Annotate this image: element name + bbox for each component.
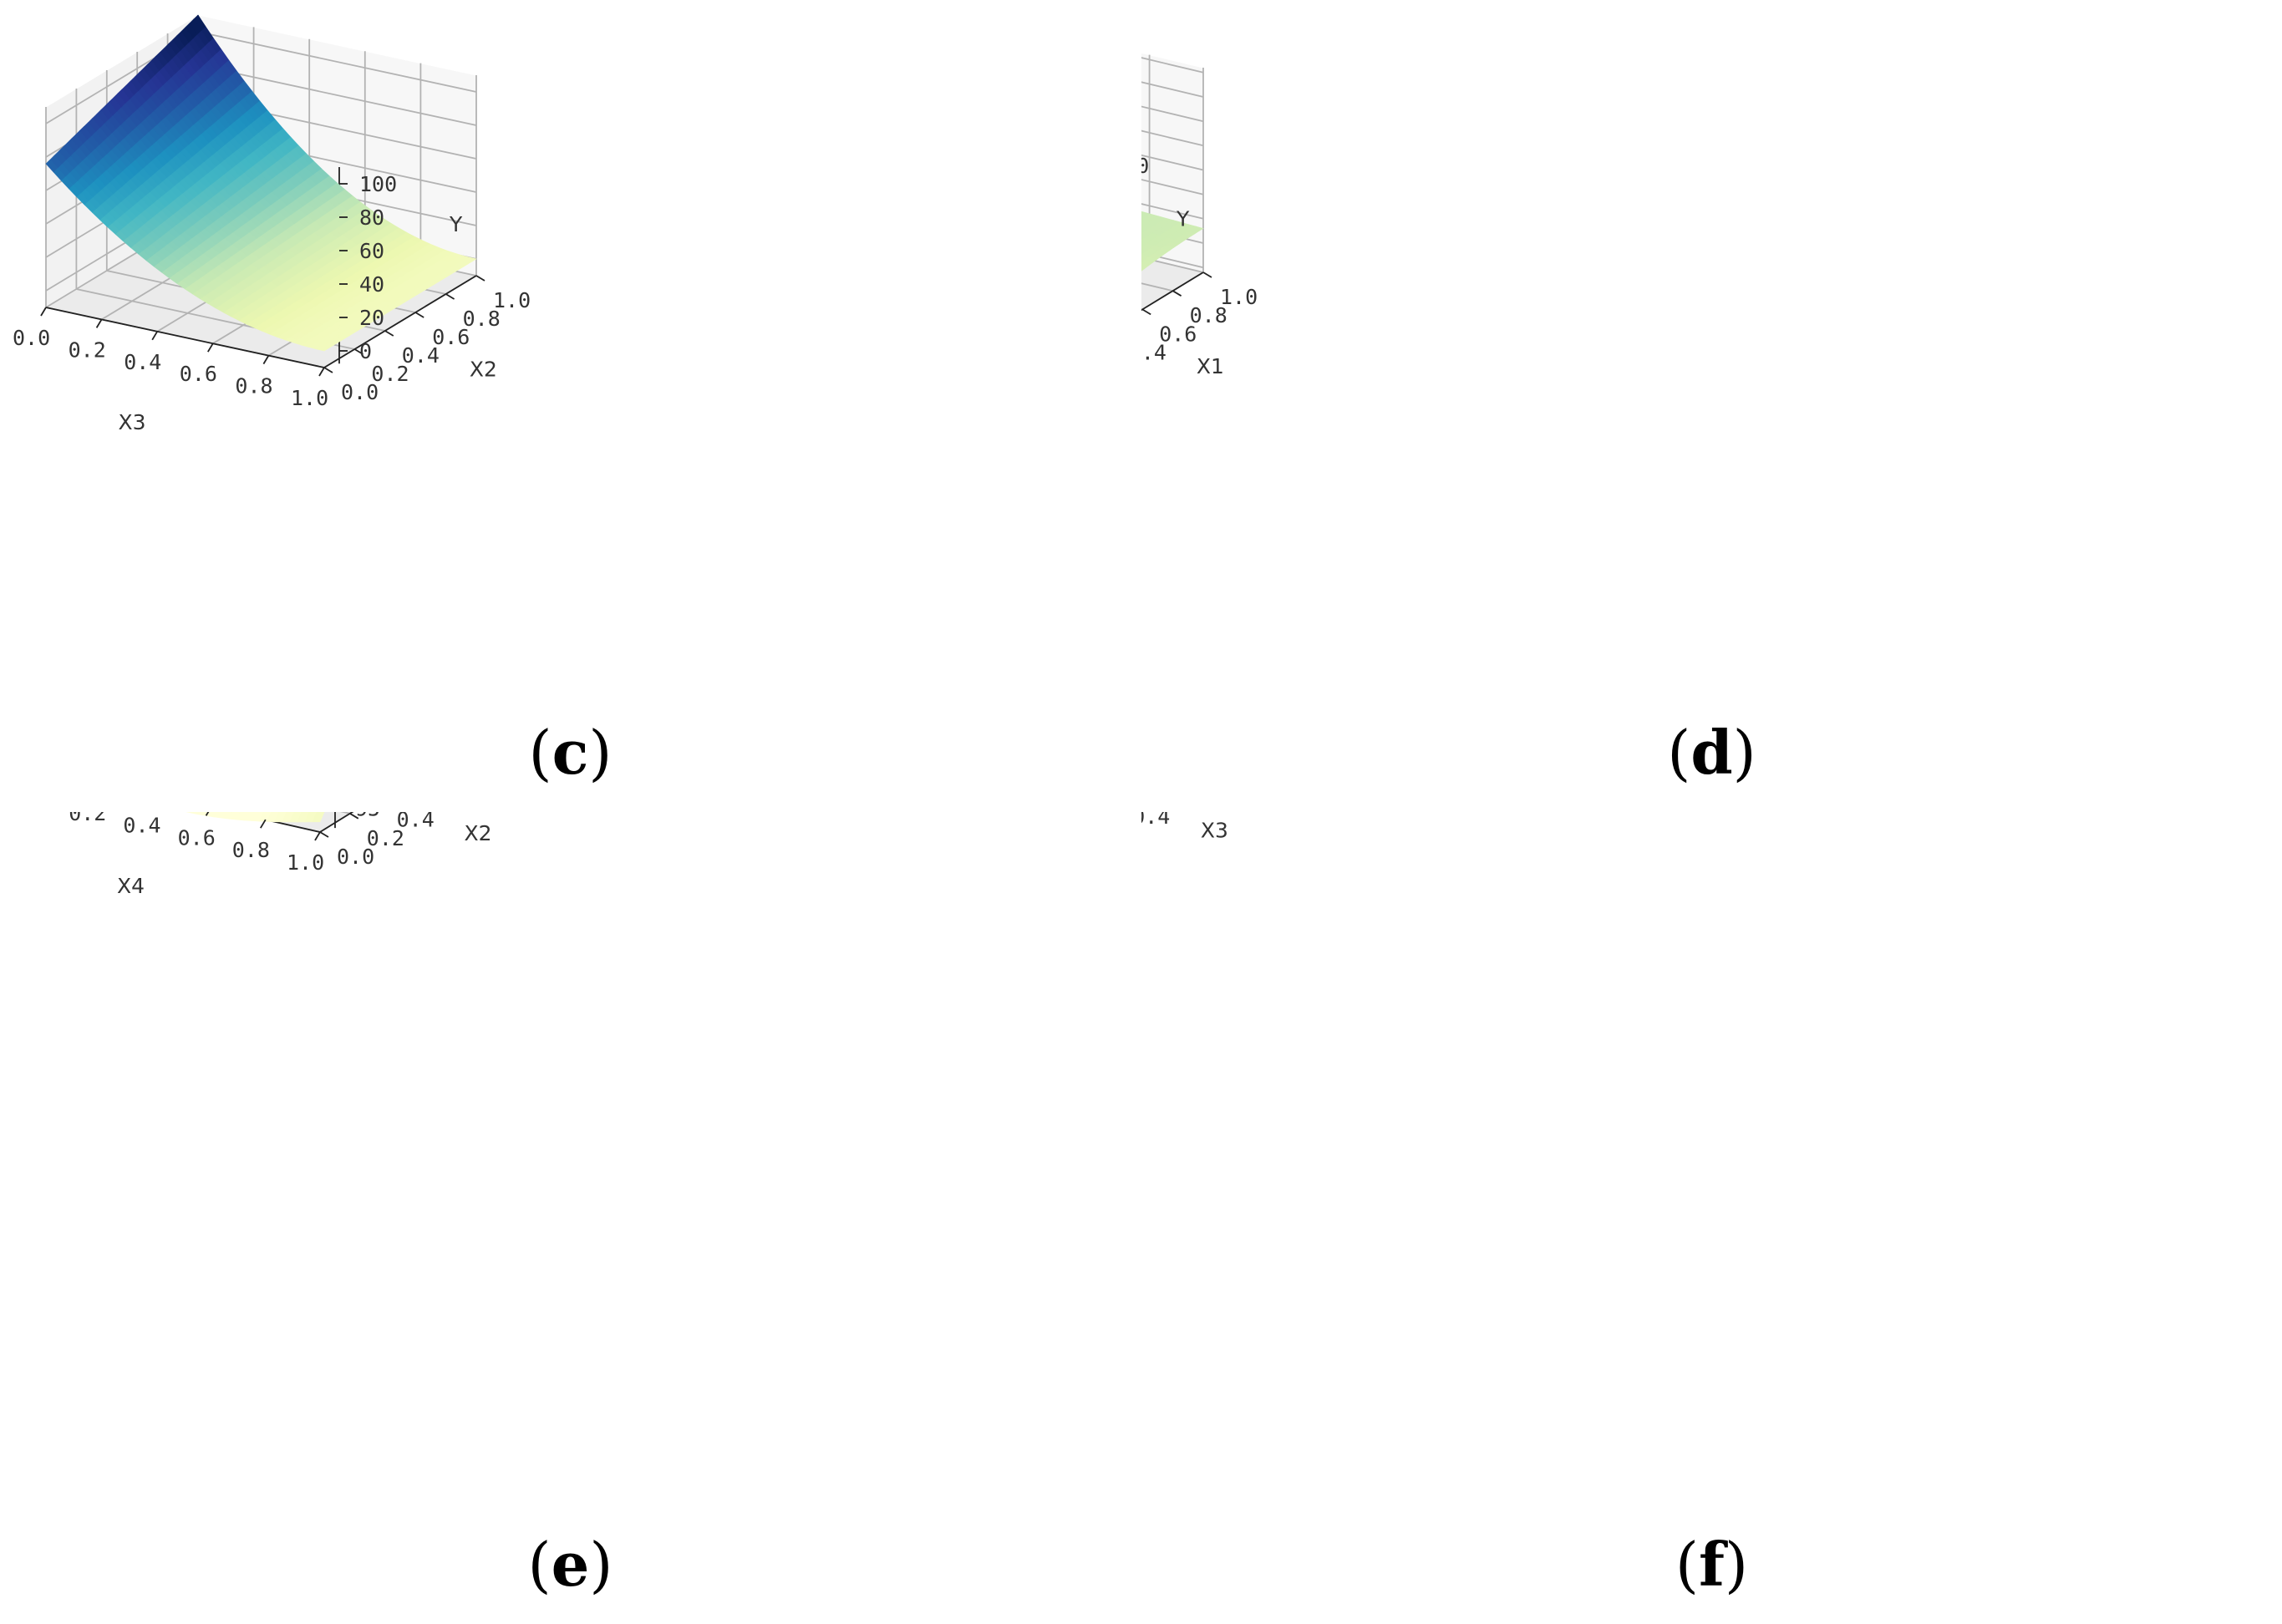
y-axis-line bbox=[323, 275, 477, 368]
y-axis-label: X1 bbox=[1197, 354, 1224, 378]
surface-plot-e: 0.00.20.40.60.81.00.00.20.40.60.81.09596… bbox=[14, 812, 492, 898]
y-tick-mark bbox=[1141, 308, 1151, 316]
surface-plot-d: 0.00.20.40.60.81.00.00.20.40.60.81.080.0… bbox=[1141, 52, 1258, 378]
x-tick-label: 0.0 bbox=[13, 326, 50, 350]
y-tick-label: 0.8 bbox=[1190, 303, 1227, 327]
surface bbox=[186, 812, 325, 823]
y-axis-line bbox=[1141, 272, 1204, 312]
x-tick-mark bbox=[318, 367, 325, 377]
z-tick-label: 0 bbox=[359, 339, 372, 363]
surface-cell bbox=[312, 812, 325, 823]
x-tick-label: 0.8 bbox=[235, 374, 272, 398]
y-tick-label: 1.0 bbox=[1220, 285, 1258, 309]
z-tick-label: 100 bbox=[359, 172, 397, 196]
x-tick-label: 0.4 bbox=[124, 350, 161, 374]
x-tick-mark bbox=[207, 343, 214, 353]
ticks: 0.0 0.2 0.4 0.6 0.8 1.0 0.00.20.40.60.81.00204… bbox=[13, 172, 531, 410]
x-axis-line bbox=[45, 307, 325, 368]
y-tick-label: 0.4 bbox=[402, 343, 440, 368]
x-tick-label: 0.6 bbox=[178, 825, 216, 850]
y-tick-mark bbox=[414, 312, 424, 318]
x-tick-mark bbox=[95, 318, 103, 328]
y-axis-label: X2 bbox=[470, 358, 497, 382]
ticks: 0.00.20.40.60.81.00.00.20.40.60.81.080.0… bbox=[1141, 154, 1258, 365]
surface-cell bbox=[1141, 267, 1145, 272]
surface-plot-f: 0.00.20.40.60.81.00.00.20.40.60.81.02030… bbox=[1141, 812, 1228, 843]
y-tick-label: 0.2 bbox=[367, 826, 404, 850]
surface-plot-c: 0.0 0.2 0.4 0.6 0.8 1.0 0.00.20.40.60.81.00204… bbox=[13, 14, 531, 434]
y-tick-label: 0.0 bbox=[337, 845, 374, 869]
x-tick-label: 0.6 bbox=[180, 362, 217, 386]
y-tick-mark bbox=[384, 330, 394, 337]
y-tick-mark bbox=[349, 813, 359, 820]
y-tick-label: 0.6 bbox=[432, 325, 470, 349]
z-tick-label: 20 bbox=[359, 306, 384, 330]
z-tick-label: 60 bbox=[359, 239, 384, 263]
chart-panel-c: 0.0 0.2 0.4 0.6 0.8 1.0 0.0 0.2 0.4 0.6 0.8 1.0 0 20 4… bbox=[0, 0, 1141, 812]
chart-panel-f: 0.00.20.40.60.81.00.00.20.40.60.81.02030… bbox=[1141, 812, 2282, 1624]
z-tick-label: 80 bbox=[359, 206, 384, 230]
x-tick-mark bbox=[260, 819, 267, 829]
y-tick-label: 0.4 bbox=[1141, 341, 1166, 365]
x-axis-label: X3 bbox=[119, 410, 146, 434]
y-tick-mark bbox=[323, 367, 333, 373]
y-tick-mark bbox=[1172, 290, 1182, 297]
y-tick-label: 0.6 bbox=[1159, 322, 1197, 346]
y-tick-mark bbox=[475, 275, 485, 282]
x-tick-label: 1.0 bbox=[287, 850, 324, 875]
x-tick-label: 0.0 bbox=[14, 812, 52, 813]
y-axis-line bbox=[319, 812, 354, 833]
x-axis-label: X4 bbox=[117, 874, 145, 898]
x-tick-label: 0.2 bbox=[69, 812, 106, 825]
x-tick-mark bbox=[314, 831, 321, 841]
surface-cell bbox=[316, 346, 329, 352]
z-axis-label: Y bbox=[449, 212, 463, 236]
panel-caption-d: (d) bbox=[1667, 717, 1756, 788]
y-tick-mark bbox=[319, 831, 329, 838]
z-tick-label: 100.0 bbox=[1141, 154, 1149, 178]
y-tick-label: 1.0 bbox=[493, 288, 531, 312]
surface bbox=[1141, 211, 1204, 272]
panel-caption-c: (c) bbox=[528, 717, 612, 788]
x-tick-mark bbox=[151, 331, 158, 341]
surface-cell bbox=[213, 812, 225, 819]
surface-cell bbox=[191, 812, 201, 815]
chart-panel-d: 0.00.20.40.60.81.00.00.20.40.60.81.080.0… bbox=[1141, 0, 2282, 812]
surface bbox=[45, 14, 477, 352]
z-tick-label: 40 bbox=[359, 272, 384, 297]
surface-cell bbox=[186, 812, 192, 814]
y-tick-mark bbox=[1202, 272, 1212, 278]
panel-caption-e: (e) bbox=[527, 1529, 613, 1600]
chart-panel-e: 0.00.20.40.60.81.00.00.20.40.60.81.09596… bbox=[0, 812, 1141, 1624]
ticks: 0.00.20.40.60.81.00.00.20.40.60.81.09596… bbox=[14, 812, 465, 875]
x-tick-label: 0.4 bbox=[123, 814, 160, 838]
y-tick-mark bbox=[353, 348, 363, 355]
y-tick-label: 0.8 bbox=[463, 307, 501, 331]
y-tick-label: 0.0 bbox=[341, 380, 379, 404]
y-tick-label: 0.4 bbox=[397, 812, 435, 832]
y-axis-label: X2 bbox=[465, 821, 492, 845]
y-tick-label: 0.6 bbox=[426, 812, 464, 813]
surface-cell bbox=[206, 812, 217, 818]
surface-cell bbox=[267, 812, 279, 823]
x-tick-label: 0.2 bbox=[69, 337, 106, 362]
surface-cell bbox=[221, 812, 233, 820]
x-tick-label: 1.0 bbox=[291, 386, 328, 410]
y-tick-mark bbox=[445, 293, 455, 300]
y-tick-label: 0.2 bbox=[371, 362, 409, 386]
z-tick-label: 95 bbox=[355, 812, 380, 820]
x-tick-label: 0.8 bbox=[232, 838, 270, 862]
x-tick-mark bbox=[40, 307, 47, 317]
x-tick-mark bbox=[205, 812, 210, 816]
surface-cell bbox=[252, 812, 264, 822]
x-tick-mark bbox=[262, 355, 270, 365]
z-axis-label: Y bbox=[1176, 206, 1190, 231]
